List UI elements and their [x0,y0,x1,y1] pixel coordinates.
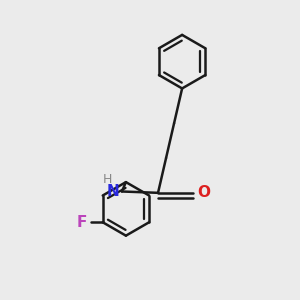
Text: N: N [106,184,119,199]
Text: O: O [197,185,210,200]
Text: F: F [76,215,87,230]
Text: H: H [103,173,112,186]
